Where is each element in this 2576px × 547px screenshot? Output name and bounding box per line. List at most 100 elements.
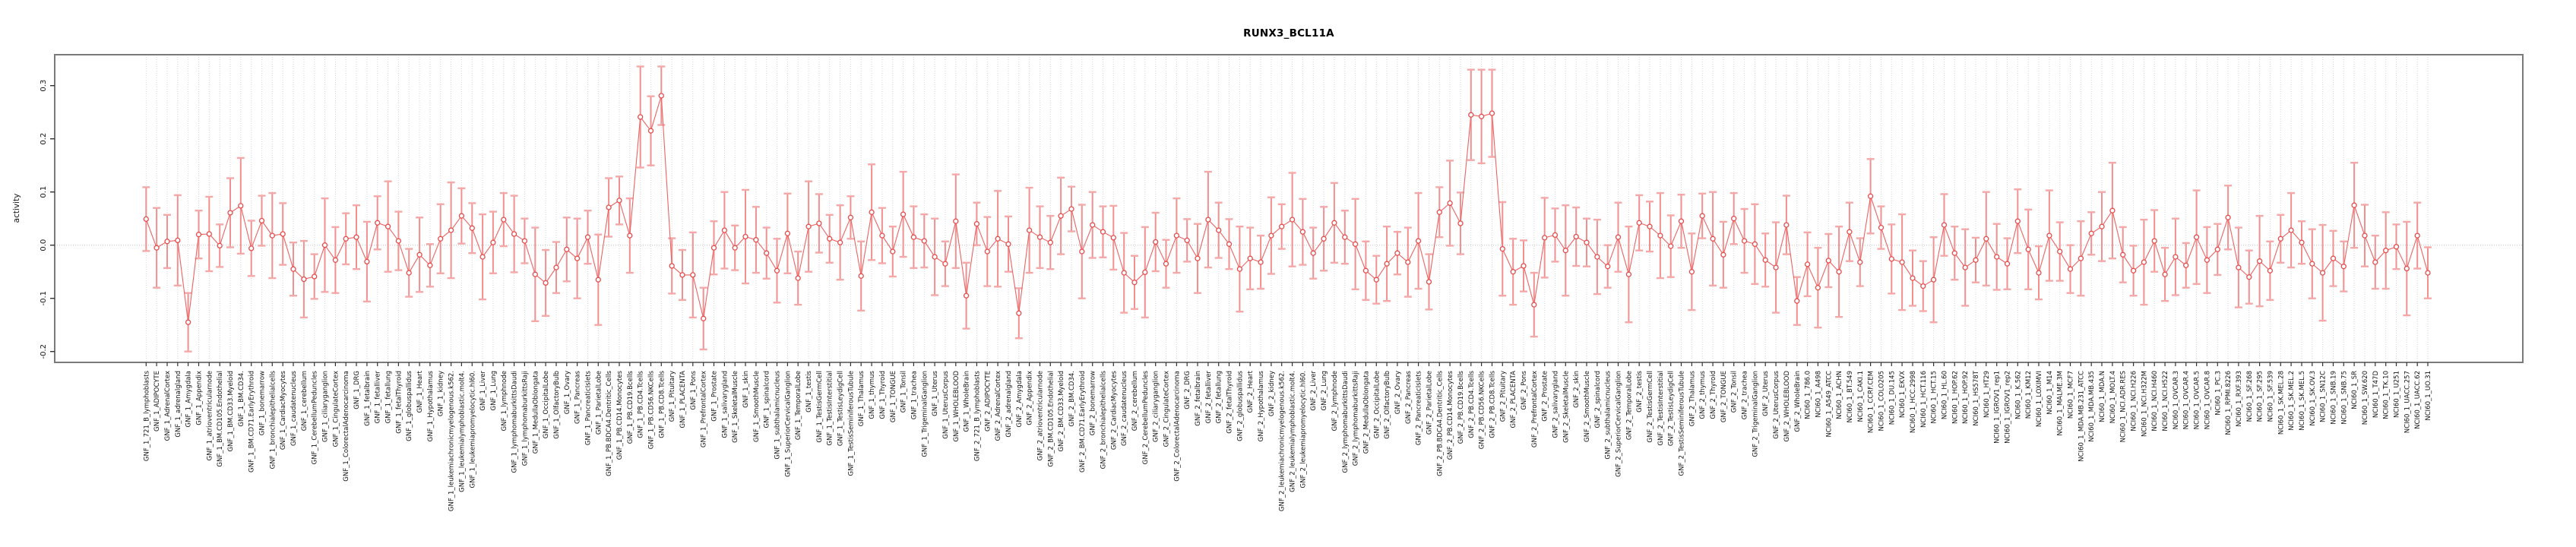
svg-text:GNF_2_Pons: GNF_2_Pons: [1521, 370, 1528, 409]
svg-text:GNF_1_Appendix: GNF_1_Appendix: [196, 371, 204, 425]
svg-text:GNF_1_SmoothMuscle: GNF_1_SmoothMuscle: [753, 371, 761, 442]
svg-text:GNF_1_spinalcord: GNF_1_spinalcord: [764, 371, 771, 428]
svg-text:NCI60_1_HL.60: NCI60_1_HL.60: [1941, 371, 1949, 419]
svg-text:GNF_1_subthalamicnucleus: GNF_1_subthalamicnucleus: [774, 370, 782, 459]
svg-text:GNF_1_MedullaOblongata: GNF_1_MedullaOblongata: [532, 371, 540, 454]
svg-text:GNF_1_TestisLeydigCell: GNF_1_TestisLeydigCell: [837, 371, 845, 446]
svg-text:NCI60_1_MDA.N: NCI60_1_MDA.N: [2099, 371, 2106, 422]
svg-text:NCI60_1_MDA.MB.435: NCI60_1_MDA.MB.435: [2088, 371, 2096, 442]
svg-text:GNF_1_OlfactoryBulb: GNF_1_OlfactoryBulb: [553, 371, 561, 439]
svg-text:GNF_1_Lung: GNF_1_Lung: [490, 371, 498, 411]
svg-text:NCI60_1_SK.MEL.2: NCI60_1_SK.MEL.2: [2288, 371, 2296, 431]
svg-text:NCI60_1_RXF.393: NCI60_1_RXF.393: [2236, 371, 2243, 427]
svg-text:NCI60_1_EKVX: NCI60_1_EKVX: [1899, 371, 1907, 418]
svg-text:GNF_1_atrioventricularnode: GNF_1_atrioventricularnode: [206, 371, 214, 460]
svg-text:NCI60_1_U251: NCI60_1_U251: [2394, 371, 2401, 418]
svg-text:GNF_2_ADIPOCYTE: GNF_2_ADIPOCYTE: [984, 371, 992, 432]
svg-text:NCI60_1_MOLT.4: NCI60_1_MOLT.4: [2109, 371, 2117, 423]
svg-text:GNF_1_cerebellum: GNF_1_cerebellum: [301, 371, 309, 431]
svg-text:GNF_2_TONGUE: GNF_2_TONGUE: [1720, 371, 1728, 422]
svg-text:GNF_2_Pituitary: GNF_2_Pituitary: [1499, 371, 1507, 422]
svg-text:GNF_2_CingulateCortex: GNF_2_CingulateCortex: [1163, 371, 1171, 447]
svg-text:GNF_1_fetalbrain: GNF_1_fetalbrain: [364, 371, 372, 426]
svg-text:GNF_2_PB.CD14.Monocytes: GNF_2_PB.CD14.Monocytes: [1447, 370, 1454, 460]
svg-text:NCI60_1_NCI.H460: NCI60_1_NCI.H460: [2151, 371, 2159, 432]
svg-text:NCI60_1_HCC.2998: NCI60_1_HCC.2998: [1910, 371, 1917, 433]
svg-text:GNF_2_Ovary: GNF_2_Ovary: [1394, 371, 1402, 414]
svg-text:GNF_1_Pituitary: GNF_1_Pituitary: [669, 371, 676, 422]
svg-text:GNF_1_lymphomaburkittsRaji: GNF_1_lymphomaburkittsRaji: [521, 371, 529, 466]
svg-text:GNF_1_Pancreas: GNF_1_Pancreas: [574, 370, 582, 424]
svg-text:GNF_1_fetallung: GNF_1_fetallung: [385, 371, 393, 423]
svg-text:GNF_2_fetalliver: GNF_2_fetalliver: [1205, 371, 1213, 424]
svg-text:NCI60_1_BT.549: NCI60_1_BT.549: [1847, 371, 1854, 422]
svg-text:0.0: 0.0: [40, 239, 48, 251]
svg-text:GNF_1_skin: GNF_1_skin: [742, 371, 750, 408]
svg-text:GNF_1_Uterus: GNF_1_Uterus: [932, 370, 939, 416]
svg-text:GNF_1_testis: GNF_1_testis: [805, 370, 813, 412]
svg-text:NCI60_1_HS578T: NCI60_1_HS578T: [1973, 370, 1980, 426]
svg-text:GNF_1_Thalamus: GNF_1_Thalamus: [858, 370, 866, 426]
svg-text:NCI60_1_LOXIMVI: NCI60_1_LOXIMVI: [2036, 371, 2043, 427]
svg-text:GNF_2_lymphomaburkittsRaji: GNF_2_lymphomaburkittsRaji: [1353, 371, 1360, 466]
y-axis-title: activity: [12, 193, 21, 223]
svg-text:GNF_2_ColorectalAdenocarcinoma: GNF_2_ColorectalAdenocarcinoma: [1173, 371, 1181, 482]
svg-text:GNF_2_bronchialepithelialcells: GNF_2_bronchialepithelialcells: [1100, 370, 1108, 469]
svg-text:GNF_2_fetalThyroid: GNF_2_fetalThyroid: [1226, 371, 1234, 434]
svg-text:GNF_1_leukemiachronicmyelogeno: GNF_1_leukemiachronicmyelogenous.k562.: [448, 371, 456, 511]
svg-text:NCI60_1_UO.31: NCI60_1_UO.31: [2425, 371, 2432, 421]
svg-text:GNF_1_thymus: GNF_1_thymus: [869, 370, 876, 419]
svg-text:GNF_2_salivarygland: GNF_2_salivarygland: [1552, 371, 1560, 438]
svg-text:GNF_2_Heart: GNF_2_Heart: [1247, 370, 1255, 413]
svg-text:GNF_1_globuspallidus: GNF_1_globuspallidus: [406, 370, 413, 441]
svg-text:GNF_1_TemporalLobe: GNF_1_TemporalLobe: [795, 371, 802, 440]
svg-text:GNF_1_adrenalgland: GNF_1_adrenalgland: [175, 371, 182, 438]
svg-text:GNF_2_lymphnode: GNF_2_lymphnode: [1331, 371, 1339, 431]
svg-text:GNF_2_OccipitalLobe: GNF_2_OccipitalLobe: [1373, 371, 1381, 438]
svg-text:GNF_2_Uterus: GNF_2_Uterus: [1762, 370, 1770, 416]
svg-text:GNF_2_PLACENTA: GNF_2_PLACENTA: [1510, 371, 1517, 428]
svg-text:GNF_1_ciliaryganglion: GNF_1_ciliaryganglion: [322, 371, 330, 442]
svg-text:NCI60_1_HCT.116: NCI60_1_HCT.116: [1920, 371, 1928, 428]
svg-text:NCI60_1_M14: NCI60_1_M14: [2046, 371, 2054, 415]
svg-text:GNF_1_trachea: GNF_1_trachea: [910, 371, 918, 419]
svg-text:NCI60_1_IGROV1_rep2: NCI60_1_IGROV1_rep2: [2005, 371, 2012, 444]
svg-text:GNF_1_CingulateCortex: GNF_1_CingulateCortex: [332, 371, 340, 447]
svg-text:GNF_2_Thalamus: GNF_2_Thalamus: [1688, 370, 1696, 426]
svg-text:GNF_2_PancreaticIslets: GNF_2_PancreaticIslets: [1416, 370, 1423, 445]
svg-text:GNF_1_OccipitalLobe: GNF_1_OccipitalLobe: [543, 371, 550, 438]
svg-text:GNF_2_Tonsil: GNF_2_Tonsil: [1731, 371, 1739, 413]
svg-text:GNF_2_TestisInterstitial: GNF_2_TestisInterstitial: [1657, 371, 1665, 446]
svg-text:GNF_2_Hypothalamus: GNF_2_Hypothalamus: [1258, 370, 1265, 441]
svg-text:NCI60_1_PC.3: NCI60_1_PC.3: [2214, 371, 2222, 416]
y-axis: -0.2 -0.1 0.0 0.1 0.2 0.3: [40, 80, 55, 359]
svg-text:GNF_1_TrigeminalGanglion: GNF_1_TrigeminalGanglion: [921, 371, 929, 457]
series-line: [145, 95, 2429, 323]
svg-text:GNF_1_DRG: GNF_1_DRG: [353, 371, 361, 409]
svg-text:GNF_1_Hypothalamus: GNF_1_Hypothalamus: [427, 370, 435, 441]
svg-text:GNF_2_721_B_lymphoblasts: GNF_2_721_B_lymphoblasts: [973, 370, 981, 461]
svg-text:NCI60_1_HOP.92: NCI60_1_HOP.92: [1962, 371, 1970, 424]
svg-text:NCI60_1_TK.10: NCI60_1_TK.10: [2383, 371, 2391, 419]
svg-text:NCI60_1_NCI.H226: NCI60_1_NCI.H226: [2131, 371, 2138, 432]
svg-text:GNF_2_trachea: GNF_2_trachea: [1742, 371, 1749, 419]
svg-text:GNF_2_fetallung: GNF_2_fetallung: [1216, 371, 1223, 423]
svg-text:GNF_1_caudatenucleus: GNF_1_caudatenucleus: [290, 370, 298, 446]
svg-text:GNF_1_leukemiapromyelocytic.hl: GNF_1_leukemiapromyelocytic.hl60.: [469, 371, 476, 488]
svg-text:NCI60_1_HOP.62: NCI60_1_HOP.62: [1951, 371, 1959, 424]
svg-text:NCI60_1_SF.268: NCI60_1_SF.268: [2246, 371, 2254, 422]
svg-text:GNF_1_TestisSeminiferousTubule: GNF_1_TestisSeminiferousTubule: [847, 371, 855, 476]
svg-text:GNF_1_Pons: GNF_1_Pons: [690, 370, 698, 409]
svg-text:GNF_2_Liver: GNF_2_Liver: [1310, 370, 1318, 410]
svg-text:GNF_2_ciliaryganglion: GNF_2_ciliaryganglion: [1153, 371, 1160, 442]
svg-text:GNF_2_PB.CD56.NKCells: GNF_2_PB.CD56.NKCells: [1479, 370, 1486, 449]
svg-text:GNF_2_bonemarrow: GNF_2_bonemarrow: [1090, 371, 1097, 435]
svg-text:GNF_1_ParietalLobe: GNF_1_ParietalLobe: [595, 371, 603, 435]
svg-text:NCI60_1_UACC.257: NCI60_1_UACC.257: [2404, 371, 2411, 433]
svg-text:GNF_1_ADIPOCYTE: GNF_1_ADIPOCYTE: [153, 371, 161, 432]
svg-text:GNF_2_PB.CD8.Tcells: GNF_2_PB.CD8.Tcells: [1489, 370, 1497, 438]
svg-text:NCI60_1_KM12: NCI60_1_KM12: [2025, 371, 2033, 419]
svg-text:GNF_1_bonemarrow: GNF_1_bonemarrow: [259, 371, 267, 435]
svg-text:GNF_2_kidney: GNF_2_kidney: [1268, 371, 1276, 416]
svg-text:NCI60_1_CCRF.CEM: NCI60_1_CCRF.CEM: [1868, 371, 1875, 433]
